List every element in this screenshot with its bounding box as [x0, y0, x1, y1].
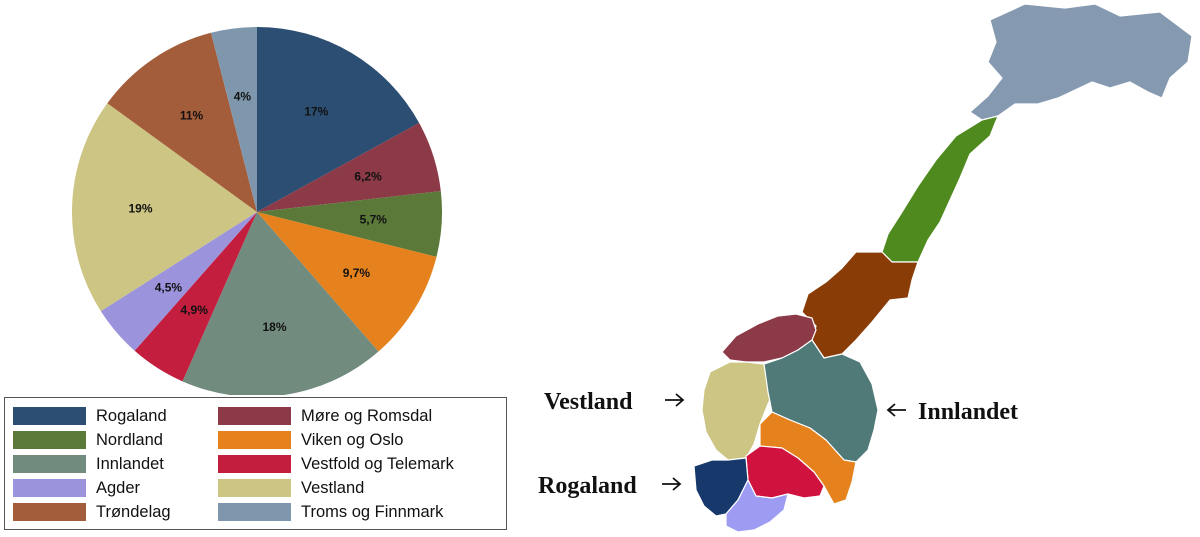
pie-slice-vestland — [71, 103, 258, 312]
region-vestland — [701, 361, 777, 461]
map-label-vestland: Vestland — [544, 389, 633, 415]
legend-column-left: Rogaland Nordland Innlandet Agder Trøndelag — [13, 404, 171, 524]
pie-slice-trondelag — [107, 32, 257, 213]
slice-label-more-og-romsdal: 6,2% — [354, 170, 382, 184]
pie-slice-more-og-romsdal — [257, 122, 441, 212]
pie-slice-agder — [100, 212, 257, 351]
pie-chart: 17% 6,2% 5,7% 9,7% 18% 4,9% 4,5% 19% 11% 4% — [71, 26, 443, 395]
arrow-right-icon — [662, 477, 682, 491]
legend-label: Nordland — [96, 430, 163, 449]
pie-slices — [71, 26, 443, 395]
legend-swatch — [218, 479, 291, 497]
legend-item-trondelag: Trøndelag — [13, 500, 171, 524]
legend-label: Viken og Oslo — [301, 430, 404, 449]
legend-swatch — [13, 455, 86, 473]
map-label-rogaland: Rogaland — [538, 473, 637, 499]
pie-slice-innlandet — [182, 212, 379, 395]
slice-label-trondelag: 11% — [180, 109, 204, 123]
legend-item-viken-og-oslo: Viken og Oslo — [218, 428, 454, 452]
legend-label: Vestfold og Telemark — [301, 454, 454, 473]
legend-swatch — [13, 503, 86, 521]
legend-column-right: Møre og Romsdal Viken og Oslo Vestfold og … — [218, 404, 454, 524]
legend-label: Troms og Finnmark — [301, 502, 444, 521]
map-regions — [693, 3, 1193, 533]
legend-swatch — [13, 431, 86, 449]
pie-labels: 17% 6,2% 5,7% 9,7% 18% 4,9% 4,5% 19% 11% 4% — [128, 89, 387, 334]
legend-item-vestland: Vestland — [218, 476, 454, 500]
region-trondelag — [801, 251, 919, 359]
legend-item-more-og-romsdal: Møre og Romsdal — [218, 404, 454, 428]
legend-swatch — [218, 503, 291, 521]
arrow-left-icon — [886, 403, 906, 417]
pie-slice-nordland — [257, 191, 443, 257]
region-troms-og-finnmark — [969, 3, 1193, 121]
slice-label-vestfold-og-telemark: 4,9% — [181, 303, 209, 317]
legend-swatch — [218, 407, 291, 425]
legend-item-nordland: Nordland — [13, 428, 171, 452]
legend-label: Innlandet — [96, 454, 164, 473]
legend-item-rogaland: Rogaland — [13, 404, 171, 428]
slice-label-innlandet: 18% — [262, 320, 286, 334]
arrow-right-icon — [665, 393, 685, 407]
legend-label: Møre og Romsdal — [301, 406, 433, 425]
legend-item-innlandet: Innlandet — [13, 452, 171, 476]
legend-label: Rogaland — [96, 406, 167, 425]
pie-slice-vestfold-og-telemark — [134, 212, 257, 382]
slice-label-rogaland: 17% — [304, 105, 328, 119]
slice-label-troms-og-finnmark: 4% — [234, 89, 252, 103]
legend-swatch — [13, 479, 86, 497]
legend-swatch — [218, 455, 291, 473]
legend-item-vestfold-og-telemark: Vestfold og Telemark — [218, 452, 454, 476]
region-nordland — [881, 115, 999, 263]
legend-label: Trøndelag — [96, 502, 171, 521]
slice-label-viken-og-oslo: 9,7% — [343, 266, 371, 280]
legend-label: Agder — [96, 478, 141, 497]
pie-slice-troms-og-finnmark — [210, 26, 257, 212]
norway-map: Vestland Rogaland Innlandet — [538, 3, 1193, 533]
slice-label-nordland: 5,7% — [360, 213, 388, 227]
legend-item-troms-og-finnmark: Troms og Finnmark — [218, 500, 454, 524]
slice-label-vestland: 19% — [128, 201, 152, 215]
region-agder — [725, 479, 789, 533]
pie-slice-rogaland — [257, 27, 420, 212]
map-label-innlandet: Innlandet — [918, 399, 1018, 425]
pie-slice-viken-og-oslo — [257, 212, 437, 352]
legend-item-agder: Agder — [13, 476, 171, 500]
legend: Rogaland Nordland Innlandet Agder Trøndelag … — [4, 397, 507, 530]
legend-label: Vestland — [301, 478, 365, 497]
legend-swatch — [13, 407, 86, 425]
slice-label-agder: 4,5% — [155, 281, 183, 295]
legend-swatch — [218, 431, 291, 449]
